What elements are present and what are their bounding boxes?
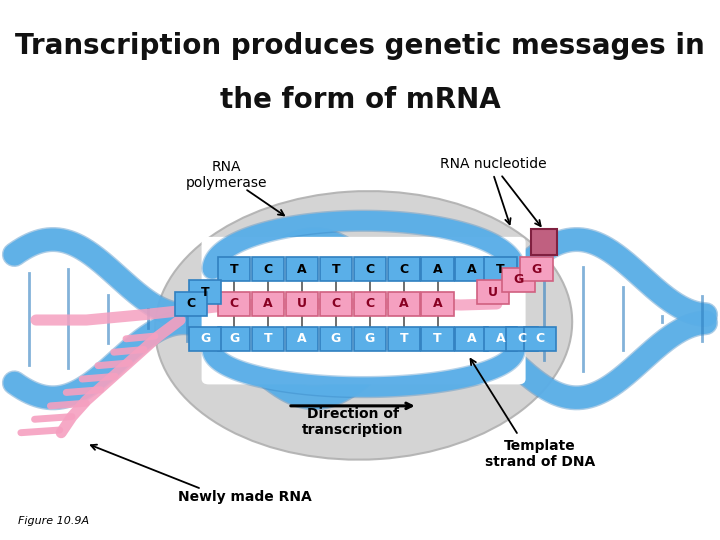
Text: C: C: [518, 332, 526, 345]
FancyBboxPatch shape: [354, 292, 386, 316]
Text: A: A: [263, 298, 273, 310]
Text: C: C: [331, 298, 341, 310]
FancyBboxPatch shape: [320, 327, 352, 350]
Text: A: A: [467, 262, 477, 275]
FancyBboxPatch shape: [477, 280, 510, 304]
FancyBboxPatch shape: [286, 292, 318, 316]
Text: Figure 10.9A: Figure 10.9A: [18, 516, 89, 526]
Text: U: U: [488, 286, 498, 299]
FancyBboxPatch shape: [252, 327, 284, 350]
Text: Newly made RNA: Newly made RNA: [178, 490, 312, 504]
FancyBboxPatch shape: [505, 327, 539, 350]
Text: C: C: [230, 298, 238, 310]
Text: G: G: [200, 332, 210, 345]
FancyBboxPatch shape: [218, 292, 251, 316]
Text: A: A: [433, 298, 443, 310]
Text: A: A: [297, 332, 307, 345]
Text: T: T: [331, 262, 340, 275]
FancyBboxPatch shape: [218, 327, 251, 350]
FancyBboxPatch shape: [421, 257, 454, 281]
Text: T: T: [264, 332, 272, 345]
FancyBboxPatch shape: [189, 327, 222, 350]
Text: RNA nucleotide: RNA nucleotide: [440, 158, 546, 171]
Text: T: T: [201, 286, 210, 299]
FancyBboxPatch shape: [387, 257, 420, 281]
FancyBboxPatch shape: [286, 257, 318, 281]
FancyBboxPatch shape: [320, 292, 352, 316]
FancyBboxPatch shape: [531, 229, 557, 255]
FancyBboxPatch shape: [354, 327, 386, 350]
FancyBboxPatch shape: [252, 257, 284, 281]
Text: A: A: [433, 262, 443, 275]
FancyBboxPatch shape: [521, 257, 553, 281]
Text: Transcription produces genetic messages in: Transcription produces genetic messages …: [15, 32, 705, 60]
Text: C: C: [264, 262, 272, 275]
Text: G: G: [364, 332, 375, 345]
FancyBboxPatch shape: [202, 237, 526, 384]
Text: G: G: [330, 332, 341, 345]
FancyBboxPatch shape: [320, 257, 352, 281]
FancyBboxPatch shape: [503, 268, 534, 292]
FancyBboxPatch shape: [218, 257, 251, 281]
Text: T: T: [433, 332, 442, 345]
Text: C: C: [186, 298, 195, 310]
FancyBboxPatch shape: [252, 292, 284, 316]
Text: A: A: [467, 332, 477, 345]
FancyBboxPatch shape: [387, 327, 420, 350]
Ellipse shape: [155, 191, 572, 460]
FancyBboxPatch shape: [456, 327, 488, 350]
Text: RNA
polymerase: RNA polymerase: [186, 160, 268, 190]
Text: A: A: [297, 262, 307, 275]
Text: A: A: [495, 332, 505, 345]
Text: G: G: [531, 262, 541, 275]
FancyBboxPatch shape: [354, 257, 386, 281]
Text: Template
strand of DNA: Template strand of DNA: [485, 439, 595, 469]
FancyBboxPatch shape: [189, 280, 222, 304]
Text: A: A: [399, 298, 408, 310]
FancyBboxPatch shape: [456, 257, 488, 281]
FancyBboxPatch shape: [175, 292, 207, 316]
Text: T: T: [230, 262, 238, 275]
FancyBboxPatch shape: [286, 327, 318, 350]
FancyBboxPatch shape: [421, 292, 454, 316]
FancyBboxPatch shape: [387, 292, 420, 316]
FancyBboxPatch shape: [421, 327, 454, 350]
FancyBboxPatch shape: [485, 257, 517, 281]
FancyBboxPatch shape: [524, 327, 557, 350]
Text: G: G: [229, 332, 239, 345]
Text: U: U: [297, 298, 307, 310]
Text: T: T: [400, 332, 408, 345]
Text: C: C: [365, 298, 374, 310]
FancyBboxPatch shape: [485, 327, 517, 350]
Text: Direction of
transcription: Direction of transcription: [302, 407, 403, 437]
Text: the form of mRNA: the form of mRNA: [220, 86, 500, 113]
Text: C: C: [536, 332, 544, 345]
Text: G: G: [513, 273, 523, 286]
Text: C: C: [365, 262, 374, 275]
Text: C: C: [399, 262, 408, 275]
Text: T: T: [496, 262, 505, 275]
